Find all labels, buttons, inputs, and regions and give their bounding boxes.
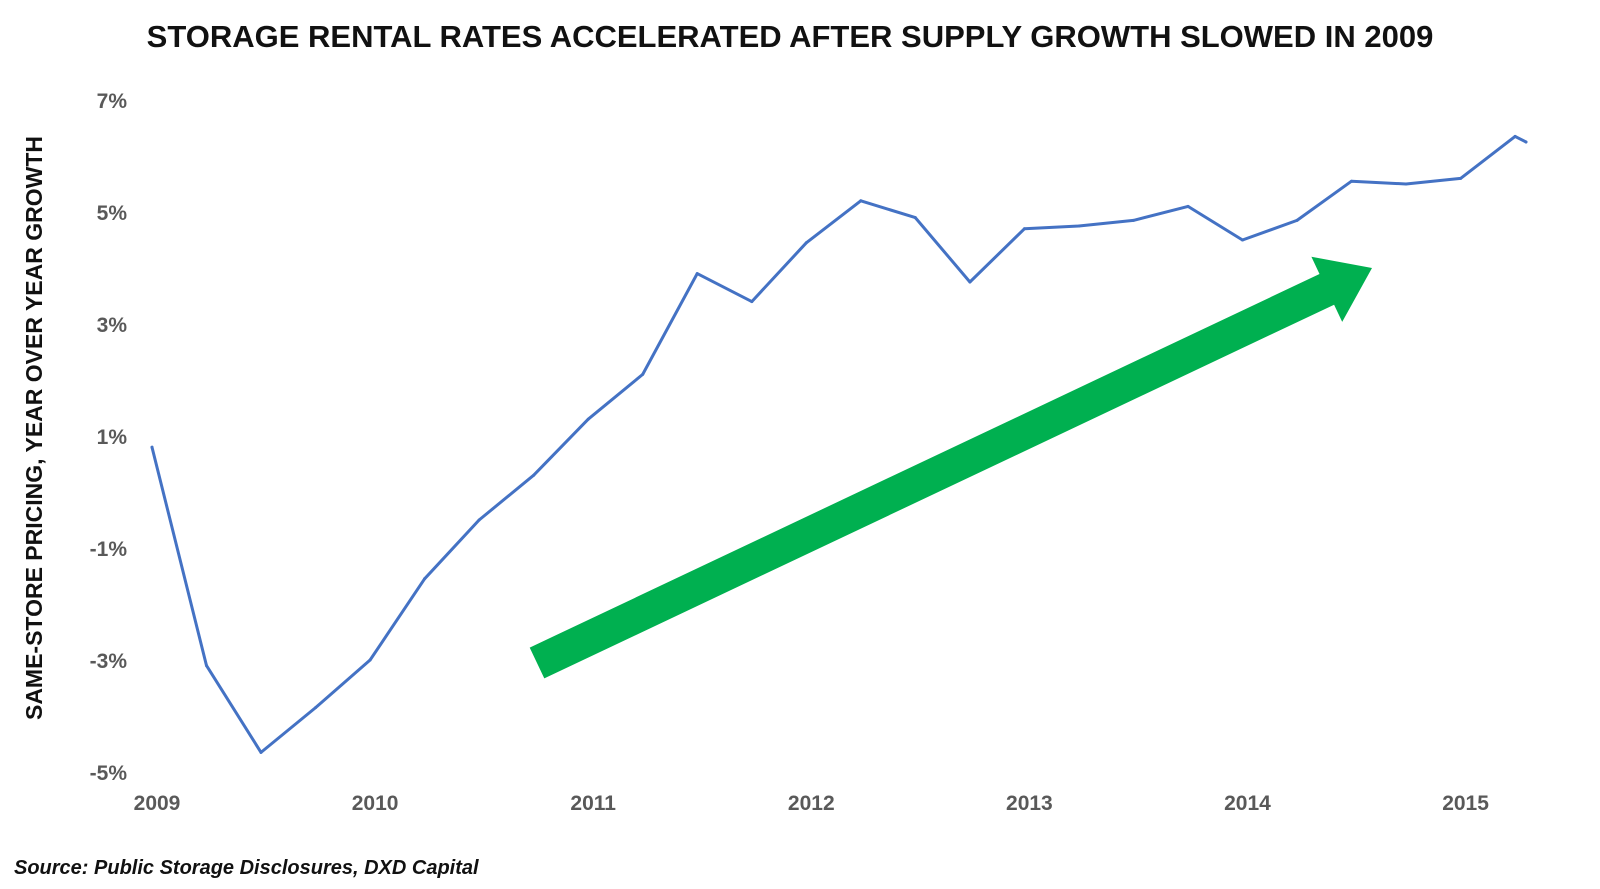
y-tick-label: 7%	[97, 90, 128, 113]
data-point	[804, 241, 808, 245]
x-tick-label: 2015	[1442, 792, 1489, 815]
data-point	[1459, 176, 1463, 180]
y-axis-label: SAME-STORE PRICING, YEAR OVER YEAR GROWT…	[21, 136, 47, 720]
series-layer	[150, 134, 1528, 754]
y-tick-label: 5%	[97, 202, 128, 225]
data-point	[1513, 134, 1517, 138]
y-tick-label: 1%	[97, 426, 128, 449]
data-point	[641, 372, 645, 376]
data-point	[1241, 238, 1244, 242]
data-point	[913, 216, 917, 220]
data-point	[314, 706, 318, 710]
data-point	[477, 518, 481, 522]
data-point	[750, 300, 754, 304]
y-tick-label: -1%	[90, 538, 128, 561]
y-tick-label: 3%	[97, 314, 128, 337]
data-point	[1022, 227, 1026, 231]
data-point	[968, 280, 972, 284]
data-point	[859, 199, 863, 203]
data-point	[532, 473, 536, 477]
chart-title: STORAGE RENTAL RATES ACCELERATED AFTER S…	[147, 19, 1434, 54]
y-tick-label: -5%	[90, 762, 128, 785]
x-tick-label: 2013	[1006, 792, 1053, 815]
data-point	[1404, 182, 1408, 186]
source-note: Source: Public Storage Disclosures, DXD …	[14, 857, 479, 879]
data-point	[259, 750, 263, 754]
data-point	[1350, 179, 1353, 183]
annotation-layer	[529, 256, 1372, 679]
x-tick-label: 2011	[570, 792, 616, 815]
data-point	[423, 577, 427, 581]
data-point	[205, 664, 208, 668]
x-tick-label: 2012	[788, 792, 835, 815]
y-tick-label: -3%	[90, 650, 128, 673]
x-tick-label: 2010	[352, 792, 399, 815]
series-line	[150, 134, 1528, 754]
y-axis-ticks: 7% 5% 3% 1% -1% -3% -5%	[90, 90, 128, 785]
data-point	[1186, 204, 1190, 208]
data-point	[1295, 218, 1299, 222]
data-point	[695, 272, 699, 276]
data-point	[1131, 218, 1135, 222]
data-point	[368, 658, 372, 662]
x-tick-label: 2014	[1224, 792, 1271, 815]
data-point	[1524, 140, 1528, 144]
data-point	[1077, 224, 1081, 228]
x-tick-label: 2009	[134, 792, 181, 815]
trend-arrow	[529, 256, 1372, 679]
data-point	[150, 445, 154, 449]
x-axis-ticks: 2009 2010 2011 2012 2013 2014 2015	[134, 792, 1490, 815]
data-point	[586, 417, 590, 421]
